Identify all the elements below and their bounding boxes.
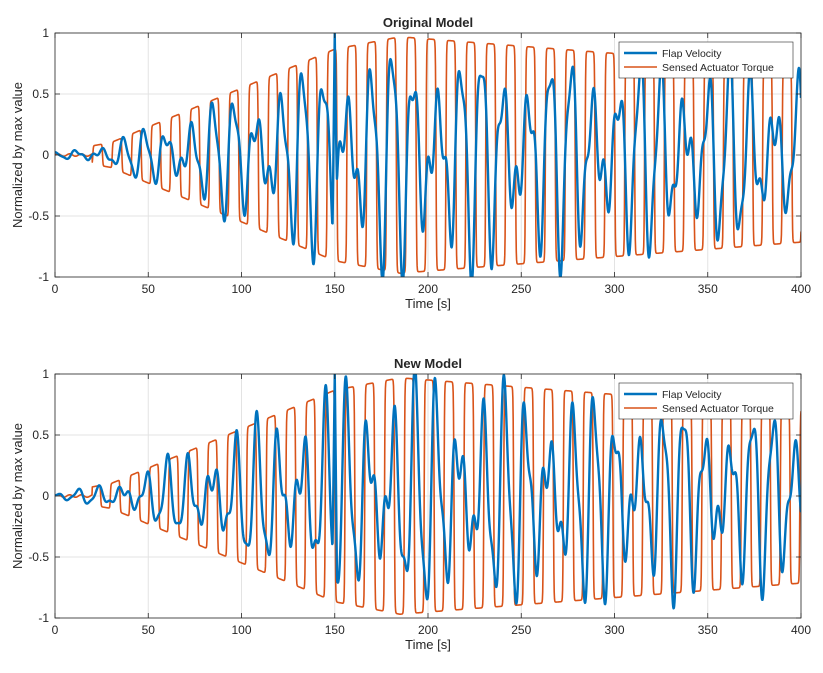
y-axis-label: Normalized by max value bbox=[10, 423, 25, 569]
legend-label: Sensed Actuator Torque bbox=[662, 62, 774, 74]
y-tick-label: -0.5 bbox=[28, 209, 49, 223]
y-tick-label: 1 bbox=[42, 367, 49, 381]
y-tick-label: 0 bbox=[42, 148, 49, 162]
y-tick-label: 0.5 bbox=[32, 87, 49, 101]
y-tick-label: 1 bbox=[42, 26, 49, 40]
x-axis-label: Time [s] bbox=[405, 296, 451, 311]
y-tick-label: -1 bbox=[38, 611, 49, 625]
series-line-torque bbox=[55, 36, 801, 275]
x-tick-label: 200 bbox=[418, 623, 438, 637]
legend-label: Flap Velocity bbox=[662, 48, 722, 60]
x-tick-label: 250 bbox=[511, 282, 531, 296]
x-tick-label: 100 bbox=[231, 623, 251, 637]
y-tick-label: -0.5 bbox=[28, 550, 49, 564]
legend-label: Flap Velocity bbox=[662, 389, 722, 401]
x-tick-label: 50 bbox=[142, 282, 156, 296]
x-tick-label: 150 bbox=[325, 623, 345, 637]
x-tick-label: 350 bbox=[698, 623, 718, 637]
x-tick-label: 300 bbox=[604, 282, 624, 296]
y-tick-label: 0.5 bbox=[32, 428, 49, 442]
x-tick-label: 100 bbox=[231, 282, 251, 296]
y-tick-label: -1 bbox=[38, 270, 49, 284]
x-tick-label: 50 bbox=[142, 623, 156, 637]
legend: Flap Velocity Sensed Actuator Torque bbox=[618, 41, 794, 79]
legend-label: Sensed Actuator Torque bbox=[662, 403, 774, 415]
x-tick-label: 250 bbox=[511, 623, 531, 637]
plot-lines bbox=[55, 374, 801, 616]
y-tick-label: 0 bbox=[42, 489, 49, 503]
x-tick-label: 400 bbox=[791, 623, 811, 637]
series-line-flap-velocity bbox=[55, 33, 801, 277]
series-line-flap-velocity bbox=[55, 374, 801, 610]
x-tick-label: 0 bbox=[52, 282, 59, 296]
legend-box bbox=[618, 41, 794, 79]
legend-box bbox=[618, 382, 794, 420]
y-axis-label: Normalized by max value bbox=[10, 82, 25, 228]
chart-panel-2: 0 50 100 150 200 250 300 350 400 -1 -0.5 0 0.5 1 New M… bbox=[10, 356, 811, 652]
series-line-torque bbox=[55, 377, 801, 616]
x-tick-label: 400 bbox=[791, 282, 811, 296]
chart-panel-1: 0 50 100 150 200 250 300 350 400 -1 -0.5 0 0.5 1 Origi… bbox=[10, 15, 811, 311]
x-tick-label: 150 bbox=[325, 282, 345, 296]
chart-title: Original Model bbox=[383, 15, 473, 30]
x-tick-label: 350 bbox=[698, 282, 718, 296]
chart-title: New Model bbox=[394, 356, 462, 371]
x-tick-label: 0 bbox=[52, 623, 59, 637]
legend: Flap Velocity Sensed Actuator Torque bbox=[618, 382, 794, 420]
x-tick-label: 300 bbox=[604, 623, 624, 637]
x-tick-label: 200 bbox=[418, 282, 438, 296]
plot-lines bbox=[55, 33, 801, 277]
x-axis-label: Time [s] bbox=[405, 637, 451, 652]
